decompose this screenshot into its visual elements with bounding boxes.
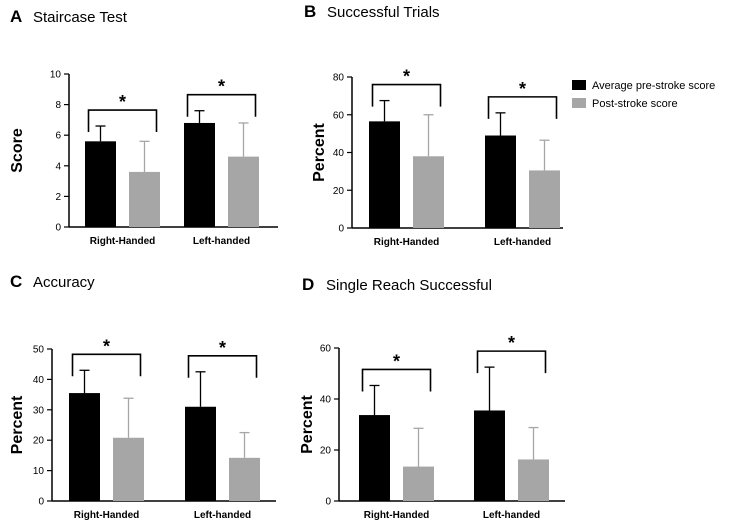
panel-letter: B <box>304 2 316 21</box>
y-tick-label: 40 <box>320 395 332 406</box>
y-tick-label: 20 <box>333 186 345 197</box>
y-tick-label: 50 <box>33 345 45 356</box>
panel-letter: A <box>10 7 22 26</box>
y-tick-label: 80 <box>333 73 345 84</box>
chart-panel-c: C Accuracy Percent 0 10 20 30 40 50 Right-Handed *… <box>9 272 276 521</box>
chart-panel-d: D Single Reach Successful Percent 0 20 40 60 Ri… <box>299 275 565 521</box>
bar-post-stroke <box>129 171 160 227</box>
bar-pre-stroke <box>369 121 400 228</box>
chart-panel-b: B Successful Trials Percent 0 20 40 60 80 Right-… <box>304 2 563 248</box>
y-axis-label: Percent <box>9 395 26 454</box>
legend: Average pre-stroke score Post-stroke sco… <box>572 80 715 110</box>
significance-star: * <box>403 67 410 87</box>
significance-bracket <box>361 368 432 392</box>
panel-title: Successful Trials <box>327 4 440 21</box>
bar-pre-stroke <box>474 410 505 501</box>
bar-post-stroke <box>228 156 259 227</box>
bar-pre-stroke <box>69 393 100 501</box>
bar-pre-stroke <box>184 122 215 227</box>
legend-swatch-post-stroke <box>572 98 586 108</box>
y-tick-label: 20 <box>320 446 332 457</box>
significance-star: * <box>508 333 515 353</box>
y-tick-label: 0 <box>325 497 331 508</box>
y-tick-label: 30 <box>33 405 45 416</box>
bar-post-stroke <box>229 457 260 501</box>
panel-letter: C <box>10 272 22 291</box>
bar-pre-stroke <box>359 415 390 501</box>
bar-pre-stroke <box>185 406 216 501</box>
panel-title: Accuracy <box>33 274 95 291</box>
y-tick-label: 0 <box>338 224 344 235</box>
legend-label-pre-stroke: Average pre-stroke score <box>592 80 715 92</box>
y-tick-label: 8 <box>55 100 61 111</box>
significance-bracket <box>186 93 257 117</box>
significance-bracket <box>371 83 442 107</box>
y-tick-label: 6 <box>55 131 61 142</box>
significance-star: * <box>119 92 126 112</box>
bar-post-stroke <box>113 437 144 501</box>
significance-star: * <box>219 338 226 358</box>
bar-post-stroke <box>403 466 434 501</box>
legend-swatch-pre-stroke <box>572 80 586 90</box>
y-tick-label: 0 <box>38 497 44 508</box>
y-axis-label: Percent <box>299 394 316 453</box>
panel-letter: D <box>302 275 314 294</box>
significance-star: * <box>218 77 225 97</box>
y-tick-label: 40 <box>333 148 345 159</box>
x-tick-label: Left-handed <box>193 236 250 247</box>
bar-pre-stroke <box>85 141 116 227</box>
panel-title: Staircase Test <box>33 9 128 26</box>
bar-pre-stroke <box>485 135 516 228</box>
bar-post-stroke <box>518 459 549 501</box>
significance-star: * <box>103 336 110 356</box>
significance-bracket <box>487 96 558 119</box>
y-tick-label: 10 <box>50 70 62 81</box>
y-tick-label: 60 <box>320 344 332 355</box>
y-axis-label: Score <box>9 128 26 173</box>
y-tick-label: 40 <box>33 375 45 386</box>
significance-star: * <box>519 79 526 99</box>
legend-label-post-stroke: Post-stroke score <box>592 98 678 110</box>
x-tick-label: Left-handed <box>494 237 551 248</box>
x-tick-label: Left-handed <box>194 510 251 521</box>
y-tick-label: 2 <box>55 192 61 203</box>
x-tick-label: Right-Handed <box>90 236 156 247</box>
bar-post-stroke <box>413 156 444 228</box>
y-tick-label: 60 <box>333 110 345 121</box>
x-tick-label: Right-Handed <box>364 510 430 521</box>
x-tick-label: Left-handed <box>483 510 540 521</box>
significance-bracket <box>87 109 158 133</box>
y-tick-label: 10 <box>33 466 45 477</box>
y-tick-label: 4 <box>55 161 61 172</box>
significance-bracket <box>187 355 258 378</box>
significance-bracket <box>71 353 142 377</box>
significance-star: * <box>393 351 400 371</box>
x-tick-label: Right-Handed <box>374 237 440 248</box>
y-tick-label: 0 <box>55 223 61 234</box>
panel-title: Single Reach Successful <box>326 277 492 294</box>
significance-bracket <box>476 350 547 374</box>
y-axis-label: Percent <box>311 122 328 181</box>
y-tick-label: 20 <box>33 436 45 447</box>
x-tick-label: Right-Handed <box>74 510 140 521</box>
bar-post-stroke <box>529 170 560 228</box>
chart-panel-a: A Staircase Test Score 0 2 4 6 8 10 Right-Handed *… <box>9 7 278 247</box>
